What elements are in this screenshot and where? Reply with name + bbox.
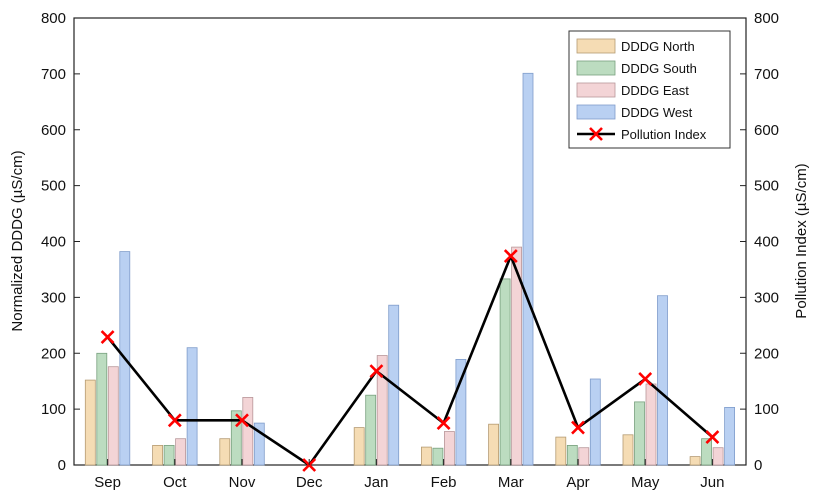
bar-dddg-east-jun xyxy=(712,447,724,466)
y2-tick-label: 800 xyxy=(754,10,779,27)
y-tick-label: 500 xyxy=(41,178,66,195)
pollution-index-marker-mar xyxy=(503,249,518,263)
bar-dddg-west-feb xyxy=(455,358,467,466)
right-y-axis: 0 100 200 300 400 500 600 700 800 xyxy=(740,10,779,474)
y-tick-label: 0 xyxy=(58,457,66,474)
pollution-index-line xyxy=(106,254,714,467)
bar-dddg-north-nov xyxy=(219,438,231,466)
legend-label-pollution-index: Pollution Index xyxy=(621,127,707,142)
bar-dddg-west-nov xyxy=(253,422,265,466)
bar-dddg-south-jun xyxy=(701,438,712,466)
left-y-axis: 0 100 200 300 400 500 600 700 800 xyxy=(41,10,80,474)
y2-tick-label: 400 xyxy=(754,234,779,251)
legend-label-dddg-north: DDDG North xyxy=(621,39,695,54)
bar-dddg-west-may xyxy=(657,295,668,466)
bar-dddg-east-oct xyxy=(175,438,187,466)
bar-dddg-east-nov xyxy=(242,396,254,466)
legend-swatch-dddg-south xyxy=(576,60,616,76)
bar-dddg-north-oct xyxy=(152,444,164,466)
x-tick-label-jun: Jun xyxy=(700,474,724,491)
x-tick-label-jan: Jan xyxy=(364,474,388,491)
x-tick-label-nov: Nov xyxy=(229,474,256,491)
pollution-index-marker-feb xyxy=(436,416,451,431)
legend-label-dddg-south: DDDG South xyxy=(621,61,697,76)
bar-dddg-north-apr xyxy=(555,436,567,466)
bar-dddg-south-apr xyxy=(566,444,578,466)
legend-label-dddg-west: DDDG West xyxy=(621,105,693,120)
pollution-index-marker-jun xyxy=(705,430,720,444)
bar-dddg-north-jun xyxy=(689,456,701,466)
x-tick-label-oct: Oct xyxy=(163,474,187,491)
x-axis: Sep Oct Nov Dec Jan Feb Mar Apr May Jun xyxy=(94,459,724,491)
y-tick-label: 100 xyxy=(41,401,66,418)
y-tick-label: 800 xyxy=(41,10,66,27)
pollution-index-marker-nov xyxy=(235,413,249,428)
bar-dddg-west-mar xyxy=(522,72,534,466)
bar-dddg-north-jan xyxy=(353,427,365,466)
pollution-index-marker-apr xyxy=(571,420,585,435)
y2-tick-label: 700 xyxy=(754,66,779,83)
bar-dddg-north-mar xyxy=(488,423,500,466)
pollution-line-layer xyxy=(100,249,720,472)
bar-dddg-north-feb xyxy=(420,446,432,466)
x-tick-label-may: May xyxy=(631,474,660,491)
bar-dddg-north-may xyxy=(622,434,634,466)
pollution-index-marker-jan xyxy=(369,364,384,379)
y-tick-label: 700 xyxy=(41,66,66,83)
legend-swatch-pollution-index xyxy=(577,127,615,141)
pollution-index-marker-sep xyxy=(100,330,115,344)
legend-swatch-dddg-north xyxy=(576,38,616,54)
bar-dddg-south-oct xyxy=(163,444,175,466)
bar-dddg-west-apr xyxy=(589,378,601,466)
y2-tick-label: 100 xyxy=(754,401,779,418)
bar-dddg-south-mar xyxy=(499,278,511,466)
legend-swatch-dddg-east xyxy=(576,82,616,98)
y2-tick-label: 600 xyxy=(754,122,779,139)
bar-dddg-north-sep xyxy=(84,379,96,466)
legend: DDDG North DDDG South DDDG East DDDG West Po… xyxy=(568,30,731,149)
y2-tick-label: 200 xyxy=(754,345,779,362)
bar-dddg-east-mar xyxy=(511,246,523,466)
bar-dddg-south-feb xyxy=(432,447,444,466)
bar-dddg-south-jan xyxy=(365,394,377,466)
y-axis-title: Normalized DDDG (µS/cm) xyxy=(9,150,26,331)
bar-dddg-east-apr xyxy=(578,447,590,466)
y-tick-label: 400 xyxy=(41,234,66,251)
x-tick-label-apr: Apr xyxy=(566,474,589,491)
bar-dddg-east-feb xyxy=(443,431,455,466)
y-tick-label: 600 xyxy=(41,122,66,139)
bar-dddg-south-may xyxy=(634,401,645,466)
y2-tick-label: 300 xyxy=(754,289,779,306)
legend-label-dddg-east: DDDG East xyxy=(621,83,689,98)
bar-dddg-west-jun xyxy=(724,406,735,466)
x-tick-label-sep: Sep xyxy=(94,474,121,491)
legend-swatch-dddg-west xyxy=(576,104,616,120)
x-tick-label-dec: Dec xyxy=(296,474,323,491)
x-tick-label-feb: Feb xyxy=(431,474,457,491)
y2-tick-label: 0 xyxy=(754,457,762,474)
y2-axis-title: Pollution Index (µS/cm) xyxy=(793,163,810,318)
pollution-index-marker-may xyxy=(638,372,653,386)
y2-tick-label: 500 xyxy=(754,178,779,195)
bar-dddg-east-jan xyxy=(376,355,388,466)
y-tick-label: 300 xyxy=(41,289,66,306)
bar-dddg-east-sep xyxy=(107,366,119,466)
bar-dddg-west-oct xyxy=(186,347,198,466)
bar-dddg-south-sep xyxy=(96,352,108,466)
y-tick-label: 200 xyxy=(41,345,66,362)
x-tick-label-mar: Mar xyxy=(498,474,524,491)
bar-dddg-south-nov xyxy=(230,410,242,466)
bar-dddg-east-may xyxy=(645,383,657,466)
pollution-index-marker-oct xyxy=(167,413,182,428)
